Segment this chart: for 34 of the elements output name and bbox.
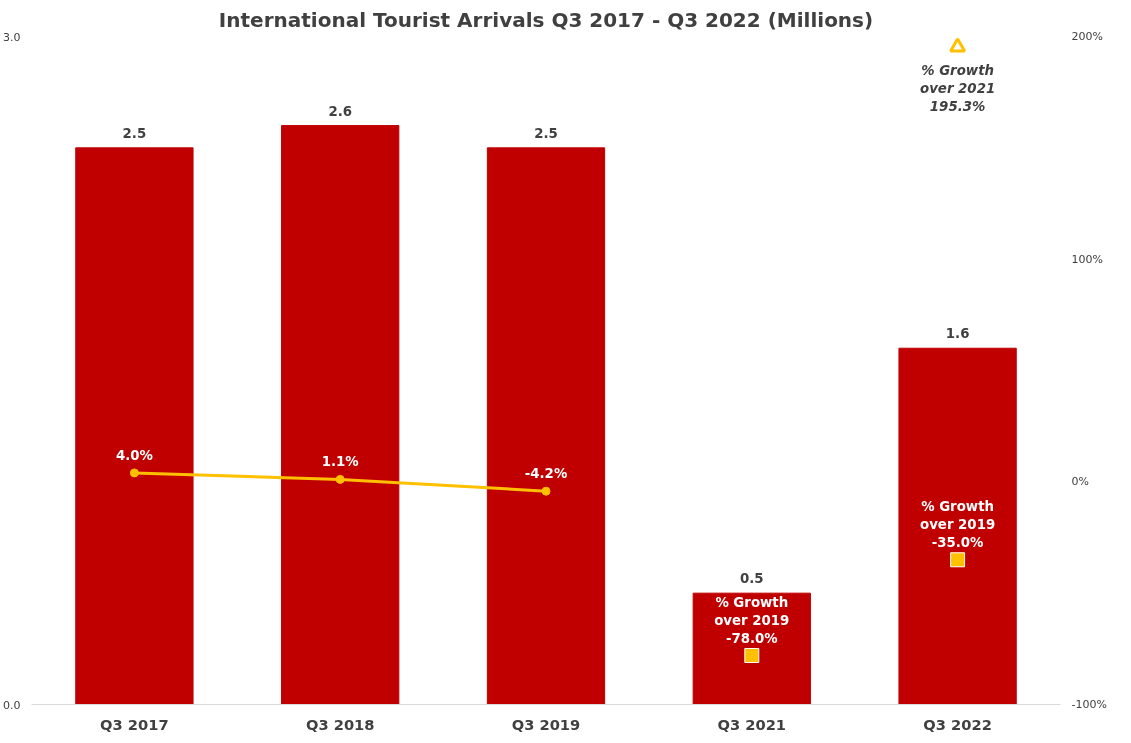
- data-label: 2.5: [122, 125, 147, 141]
- data-label: % Growth over 2019 -78.0%: [714, 594, 790, 646]
- point: [950, 552, 966, 568]
- y2-tick-label: -100%: [1071, 698, 1107, 711]
- chart-title: International Tourist Arrivals Q3 2017 - Q3 2022 (Millions): [218, 7, 874, 32]
- point: [129, 468, 139, 478]
- x-tick-label: Q3 2019: [511, 715, 581, 733]
- bar: [281, 125, 400, 705]
- bar: [75, 147, 194, 705]
- x-tick-label: Q3 2018: [305, 715, 375, 733]
- data-label: 2.6: [328, 103, 353, 119]
- point: [744, 648, 760, 664]
- x-tick-label: Q3 2017: [100, 715, 169, 733]
- point: [541, 486, 551, 496]
- data-label: % Growth over 2021 195.3%: [920, 62, 996, 114]
- data-label: 1.1%: [321, 454, 359, 470]
- x-tick-label: Q3 2022: [923, 715, 992, 733]
- data-label: % Growth over 2019 -35.0%: [920, 498, 996, 550]
- y2-tick-label: 0%: [1071, 475, 1089, 489]
- data-label: 1.6: [945, 326, 970, 342]
- y2-tick-label: 200%: [1071, 30, 1103, 43]
- data-label: 2.5: [534, 125, 558, 141]
- bar: [898, 347, 1017, 705]
- point: [335, 474, 345, 484]
- data-label: 0.5: [739, 571, 764, 587]
- y2-tick-label: 100%: [1071, 252, 1103, 266]
- data-label: -4.2%: [524, 466, 568, 482]
- data-label: 4.0%: [115, 447, 153, 463]
- bar: [486, 147, 606, 705]
- y-tick-label: 0.0: [3, 698, 21, 712]
- y-tick-label: 3.0: [3, 30, 21, 44]
- bar: [692, 592, 811, 705]
- x-tick-label: Q3 2021: [717, 715, 787, 733]
- point: [949, 37, 967, 53]
